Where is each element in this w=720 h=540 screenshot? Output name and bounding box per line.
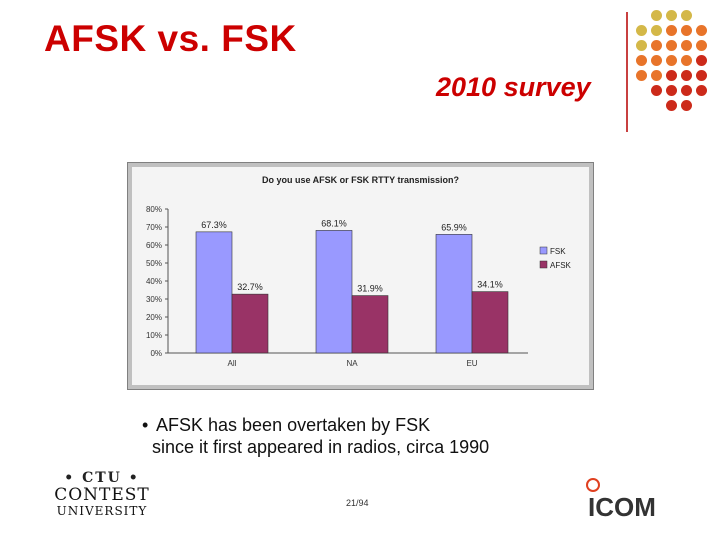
decorative-dot: [696, 40, 707, 51]
bar-afsk-all: [231, 293, 269, 354]
chart-frame: Do you use AFSK or FSK RTTY transmission…: [127, 162, 594, 390]
decorative-dot: [666, 85, 677, 96]
ctu-logo-top: • CTU •: [64, 470, 140, 486]
y-tick-label: 10%: [146, 331, 162, 340]
decorative-dot: [681, 70, 692, 81]
legend-label-afsk: AFSK: [550, 261, 572, 270]
decorative-dot: [636, 70, 647, 81]
decorative-dot: [681, 10, 692, 21]
y-tick-label: 40%: [146, 277, 162, 286]
slide-title: AFSK vs. FSK: [44, 18, 297, 59]
legend-swatch-fsk: [539, 246, 548, 255]
bar-value-label: 34.1%: [477, 280, 503, 290]
bar-chart: 0% 10% 20% 30% 40% 50% 60% 70% 80% 67.3% 32.7% All 6…: [146, 205, 572, 368]
decorative-dot: [666, 25, 677, 36]
bar-fsk-all: [195, 231, 233, 354]
x-category-label: All: [228, 359, 237, 368]
decorative-dot: [651, 70, 662, 81]
decorative-dot: [681, 100, 692, 111]
decorative-dot: [666, 40, 677, 51]
y-tick-label: 0%: [150, 349, 162, 358]
decorative-dot: [681, 55, 692, 66]
bar-value-label: 65.9%: [441, 222, 467, 232]
y-tick-label: 80%: [146, 205, 162, 214]
bar-value-label: 68.1%: [321, 218, 347, 228]
decorative-dot: [681, 85, 692, 96]
decorative-dot: [696, 70, 707, 81]
bar-value-label: 32.7%: [237, 282, 263, 292]
bar-value-label: 31.9%: [357, 284, 383, 294]
bullet-point: • AFSK has been overtaken by FSK since it…: [142, 414, 489, 458]
chart-title: Do you use AFSK or FSK RTTY transmission…: [261, 175, 460, 185]
bar-fsk-na: [315, 230, 353, 354]
decorative-dot: [681, 25, 692, 36]
bullet-dot-icon: •: [142, 415, 149, 435]
bullet-line-2: since it first appeared in radios, circa…: [152, 437, 490, 457]
decorative-dot: [651, 85, 662, 96]
decorative-dot: [636, 55, 647, 66]
y-tick-label: 70%: [146, 223, 162, 232]
decorative-dot: [681, 40, 692, 51]
decorative-dot: [636, 40, 647, 51]
x-category-label: EU: [466, 359, 477, 368]
decorative-dot: [696, 25, 707, 36]
x-category-label: NA: [346, 359, 358, 368]
bullet-line-1: AFSK has been overtaken by FSK: [156, 415, 431, 435]
decorative-dot: [666, 70, 677, 81]
decorative-dot: [651, 10, 662, 21]
decorative-dot: [666, 100, 677, 111]
decorative-dot-grid: [636, 10, 716, 120]
y-tick-label: 20%: [146, 313, 162, 322]
ctu-logo-contest: CONTEST: [54, 485, 150, 505]
decorative-dot: [636, 25, 647, 36]
decorative-dot: [651, 25, 662, 36]
legend-swatch-afsk: [539, 260, 548, 269]
ctu-logo: • CTU • CONTEST UNIVERSITY: [54, 470, 150, 522]
chart-plot-area: Do you use AFSK or FSK RTTY transmission…: [132, 167, 589, 385]
slide-subtitle: 2010 survey: [436, 72, 591, 102]
y-tick-label: 50%: [146, 259, 162, 268]
decorative-dot: [651, 40, 662, 51]
decorative-dot: [666, 10, 677, 21]
bar-afsk-na: [351, 295, 389, 354]
legend-label-fsk: FSK: [550, 247, 566, 256]
y-tick-label: 30%: [146, 295, 162, 304]
page-number: 21/94: [346, 498, 369, 508]
ctu-logo-university: UNIVERSITY: [56, 504, 148, 518]
bar-afsk-eu: [471, 291, 509, 354]
title-divider-line: [626, 12, 628, 132]
bar-fsk-eu: [435, 234, 473, 354]
decorative-dot: [651, 55, 662, 66]
icom-ring-icon: [586, 478, 600, 492]
icom-logo: ICOM: [584, 478, 670, 522]
icom-logo-text: ICOM: [588, 492, 656, 522]
decorative-dot: [666, 55, 677, 66]
decorative-dot: [696, 55, 707, 66]
bar-value-label: 67.3%: [201, 220, 227, 230]
decorative-dot: [696, 85, 707, 96]
y-tick-label: 60%: [146, 241, 162, 250]
